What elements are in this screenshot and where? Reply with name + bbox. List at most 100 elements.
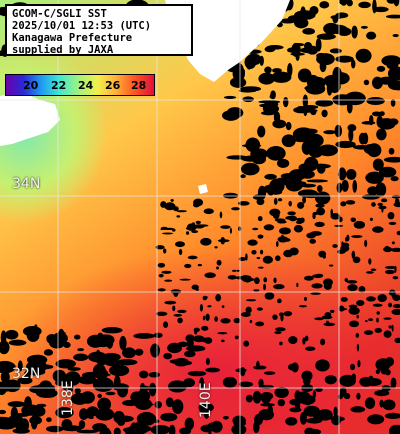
- cloud-patch: [155, 311, 168, 316]
- cloud-patch: [309, 238, 316, 244]
- cloud-patch: [176, 215, 181, 218]
- cloud-patch: [344, 278, 348, 282]
- cloud-patch: [297, 391, 311, 401]
- cloud-patch: [46, 417, 52, 423]
- cloud-patch: [176, 210, 187, 213]
- cloud-patch: [339, 0, 348, 6]
- cloud-patch: [58, 328, 65, 340]
- cloud-patch: [351, 235, 363, 238]
- cloud-patch: [377, 294, 387, 302]
- cloud-patch: [200, 424, 215, 433]
- cloud-patch: [235, 276, 247, 280]
- cloud-patch: [274, 255, 281, 262]
- cloud-patch: [283, 238, 291, 242]
- cloud-patch: [370, 268, 377, 272]
- cloud-patch: [392, 248, 395, 251]
- cloud-patch: [356, 314, 359, 319]
- cloud-patch: [294, 17, 309, 29]
- cloud-patch: [157, 288, 166, 292]
- cloud-patch: [257, 234, 264, 239]
- cloud-patch: [249, 319, 253, 324]
- cloud-patch: [277, 298, 282, 304]
- cloud-patch: [229, 227, 232, 234]
- cloud-patch: [383, 156, 400, 163]
- cloud-patch: [0, 360, 16, 374]
- cloud-patch: [251, 249, 257, 255]
- cloud-patch: [368, 318, 373, 322]
- cloud-patch: [314, 191, 331, 205]
- cloud-patch: [95, 407, 115, 421]
- info-line-credit: supplied by JAXA: [12, 44, 114, 56]
- cloud-patch: [101, 352, 121, 362]
- cloud-patch: [262, 255, 273, 264]
- cloud-patch: [97, 393, 102, 399]
- cloud-patch: [150, 343, 160, 358]
- cloud-patch: [200, 237, 212, 246]
- lon-label-140e: 140E: [198, 382, 214, 418]
- cloud-patch: [240, 366, 246, 377]
- cloud-patch: [221, 110, 240, 121]
- cloud-patch: [376, 311, 380, 315]
- cloud-patch: [328, 77, 348, 82]
- cloud-patch: [22, 325, 42, 337]
- cloud-patch: [7, 401, 26, 408]
- cloud-patch: [0, 371, 10, 383]
- cloud-patch: [170, 198, 174, 202]
- cloud-patch: [325, 320, 330, 325]
- cloud-patch: [254, 277, 260, 285]
- cloud-patch: [61, 425, 83, 432]
- cloud-patch: [352, 179, 358, 193]
- legend-tick-20: 20: [23, 79, 39, 92]
- lat-label-32n: 32N: [12, 366, 41, 382]
- cloud-patch: [119, 335, 127, 351]
- cloud-patch: [202, 315, 206, 321]
- cloud-patch: [333, 406, 338, 418]
- legend-tick-28: 28: [131, 79, 147, 92]
- cloud-patch: [269, 94, 275, 99]
- cloud-patch: [330, 208, 334, 217]
- cloud-patch: [25, 368, 46, 376]
- cloud-patch: [202, 295, 208, 301]
- cloud-patch: [136, 411, 157, 426]
- cloud-patch: [252, 390, 262, 404]
- cloud-patch: [356, 300, 365, 307]
- cloud-patch: [179, 278, 191, 281]
- cloud-patch: [257, 266, 264, 269]
- cloud-patch: [334, 124, 343, 138]
- cloud-patch: [221, 339, 225, 343]
- cloud-patch: [160, 226, 168, 231]
- cloud-patch: [231, 207, 241, 211]
- cloud-patch: [193, 198, 204, 207]
- cloud-patch: [275, 327, 286, 332]
- cloud-patch: [352, 256, 361, 264]
- cloud-patch: [392, 276, 399, 280]
- cloud-patch: [296, 201, 305, 209]
- cloud-patch: [279, 18, 296, 24]
- cloud-patch: [316, 163, 326, 174]
- cloud-patch: [384, 265, 397, 269]
- cloud-patch: [258, 72, 275, 85]
- cloud-patch: [212, 424, 219, 429]
- cloud-patch: [173, 381, 186, 386]
- cloud-patch: [194, 335, 197, 341]
- cloud-patch: [185, 231, 190, 235]
- cloud-patch: [383, 330, 392, 338]
- cloud-patch: [376, 128, 387, 141]
- cloud-patch: [311, 283, 323, 289]
- cloud-patch: [376, 115, 384, 128]
- cloud-patch: [8, 339, 27, 346]
- cloud-patch: [37, 364, 54, 370]
- cloud-patch: [315, 37, 322, 52]
- cloud-patch: [296, 282, 299, 288]
- cloud-patch: [322, 254, 326, 259]
- cloud-patch: [113, 427, 121, 434]
- cloud-patch: [364, 319, 368, 323]
- cloud-patch: [341, 241, 344, 246]
- cloud-patch: [306, 137, 316, 153]
- cloud-patch: [302, 196, 306, 204]
- cloud-patch: [348, 127, 354, 142]
- cloud-patch: [164, 300, 177, 305]
- cloud-patch: [113, 375, 121, 390]
- cloud-patch: [363, 79, 370, 86]
- cloud-patch: [304, 128, 318, 134]
